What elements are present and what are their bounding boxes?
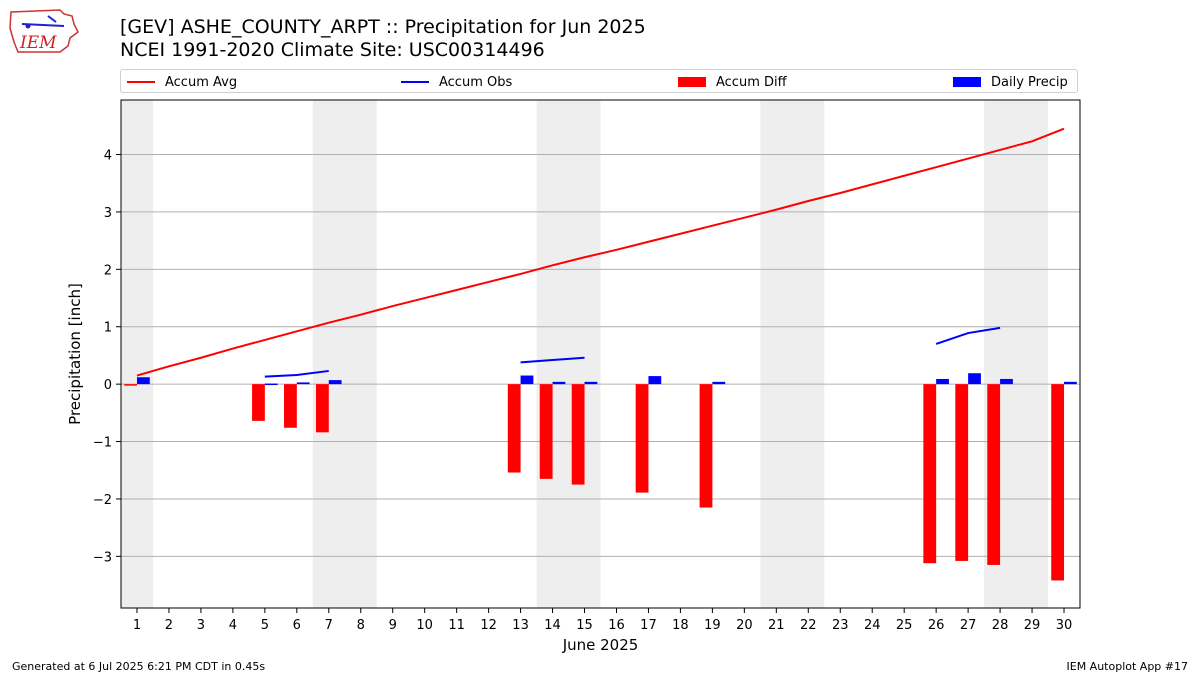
accum-diff-bar: [315, 384, 329, 433]
x-tick-label: 15: [576, 618, 593, 633]
x-tick-label: 19: [704, 618, 721, 633]
daily-precip-bar: [584, 381, 598, 385]
x-tick-label: 8: [357, 618, 365, 633]
y-tick-label: 4: [104, 149, 112, 164]
x-tick-label: 1: [133, 618, 141, 633]
accum-diff-bar: [923, 384, 937, 564]
legend-swatch-accum-obs: [401, 81, 429, 83]
x-tick-label: 28: [992, 618, 1009, 633]
daily-precip-bar: [552, 381, 566, 385]
y-tick-label: −1: [93, 436, 112, 451]
x-tick-label: 7: [325, 618, 333, 633]
x-tick-label: 22: [800, 618, 817, 633]
chart-title: [GEV] ASHE_COUNTY_ARPT :: Precipitation …: [120, 16, 646, 38]
daily-precip-bar: [968, 373, 981, 385]
accum-diff-bar: [1051, 384, 1065, 581]
y-tick-label: −3: [93, 550, 112, 565]
legend-label-accum-obs: Accum Obs: [439, 74, 513, 90]
y-tick-label: 2: [104, 263, 112, 278]
app-credit: IEM Autoplot App #17: [1066, 660, 1189, 673]
x-tick-label: 13: [512, 618, 529, 633]
accum-diff-bar: [987, 384, 1001, 565]
y-tick-label: −2: [93, 493, 112, 508]
accum-diff-bar: [252, 384, 265, 421]
x-tick-label: 16: [608, 618, 625, 633]
legend-label-daily-precip: Daily Precip: [991, 74, 1068, 90]
daily-precip-bar: [712, 381, 726, 385]
chart-subtitle: NCEI 1991-2020 Climate Site: USC00314496: [120, 39, 545, 61]
legend-item-daily-precip: Daily Precip: [953, 70, 1068, 94]
y-tick-label: 3: [104, 206, 112, 221]
weekend-shade-3: [760, 100, 825, 608]
accum-diff-bar: [284, 384, 297, 428]
daily-precip-bar: [328, 380, 342, 385]
accum-diff-bar: [124, 384, 137, 386]
daily-precip-bar: [936, 378, 949, 385]
logo-text: IEM: [19, 33, 57, 53]
x-tick-label: 17: [640, 618, 657, 633]
daily-precip-bar: [520, 375, 534, 385]
x-tick-label: 5: [261, 618, 269, 633]
x-tick-label: 6: [293, 618, 301, 633]
plot-frame: [120, 99, 1081, 609]
x-tick-label: 26: [928, 618, 945, 633]
accum-obs-line: [520, 356, 585, 364]
x-tick-label: 2: [165, 618, 173, 633]
x-tick-label: 4: [229, 618, 237, 633]
legend-swatch-accum-avg: [127, 81, 155, 83]
x-tick-label: 24: [864, 618, 881, 633]
accum-diff-bar: [699, 384, 713, 508]
x-tick-label: 27: [960, 618, 977, 633]
legend-item-accum-diff: Accum Diff: [678, 70, 787, 94]
y-axis-label: Precipitation [inch]: [66, 283, 84, 425]
accum-diff-bar: [571, 384, 585, 485]
accum-diff-bar: [507, 384, 521, 473]
y-tick-label: 1: [104, 321, 112, 336]
x-tick-label: 18: [672, 618, 689, 633]
x-tick-label: 30: [1056, 618, 1073, 633]
weekend-shade-1: [312, 100, 377, 608]
chart-legend: Accum Avg Accum Obs Accum Diff Daily Pre…: [120, 69, 1078, 93]
x-tick-label: 11: [448, 618, 465, 633]
x-tick-label: 23: [832, 618, 849, 633]
daily-precip-bar: [264, 383, 278, 386]
generated-timestamp: Generated at 6 Jul 2025 6:21 PM CDT in 0…: [12, 660, 266, 673]
x-tick-label: 29: [1024, 618, 1041, 633]
accum-diff-bar: [539, 384, 553, 479]
weekend-shade-2: [536, 100, 601, 608]
x-tick-label: 21: [768, 618, 785, 633]
accum-diff-bar: [955, 384, 969, 561]
legend-item-accum-obs: Accum Obs: [401, 70, 512, 94]
weekend-shade-0: [121, 100, 153, 608]
iem-logo: IEM: [9, 9, 79, 53]
x-tick-label: 12: [480, 618, 497, 633]
x-tick-label: 3: [197, 618, 205, 633]
legend-swatch-accum-diff: [678, 77, 706, 87]
daily-precip-bar: [296, 382, 310, 385]
x-tick-label: 14: [544, 618, 561, 633]
legend-item-accum-avg: Accum Avg: [127, 70, 237, 94]
legend-label-accum-diff: Accum Diff: [716, 74, 787, 90]
accum-avg-line: [136, 127, 1065, 377]
accum-obs-line: [935, 326, 1001, 345]
accum-diff-bar: [635, 384, 649, 493]
daily-precip-bar: [1064, 381, 1077, 385]
daily-precip-bar: [1000, 378, 1013, 385]
x-tick-label: 9: [389, 618, 397, 633]
x-tick-label: 25: [896, 618, 913, 633]
daily-precip-bar: [136, 377, 150, 385]
legend-label-accum-avg: Accum Avg: [165, 74, 238, 90]
x-tick-label: 20: [736, 618, 753, 633]
x-axis-label: June 2025: [562, 636, 639, 654]
y-tick-label: 0: [104, 378, 112, 393]
x-tick-label: 10: [416, 618, 433, 633]
daily-precip-bar: [648, 376, 662, 385]
accum-obs-line: [264, 369, 329, 378]
legend-swatch-daily-precip: [953, 77, 981, 87]
